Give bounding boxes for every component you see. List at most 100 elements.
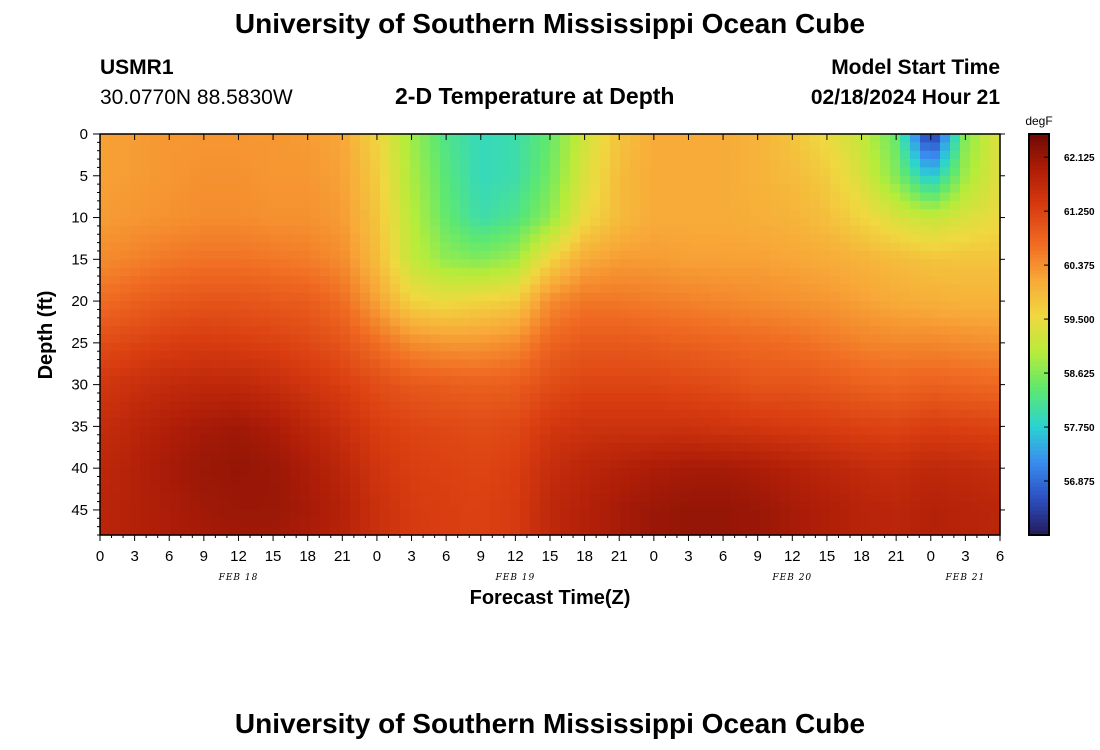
heat-cell	[570, 167, 581, 177]
heat-cell	[130, 301, 141, 311]
heat-cell	[560, 175, 571, 185]
heat-cell	[800, 484, 811, 494]
heat-cell	[160, 267, 171, 277]
heat-cell	[740, 192, 751, 202]
heat-cell	[100, 384, 111, 394]
heat-cell	[310, 484, 321, 494]
heat-cell	[890, 443, 901, 453]
heat-cell	[410, 209, 421, 219]
x-tick-label: 18	[853, 548, 870, 565]
heat-cell	[710, 409, 721, 419]
heat-cell	[500, 217, 511, 227]
heat-cell	[330, 225, 341, 235]
heat-cell	[770, 242, 781, 252]
colorbar-segment	[1029, 146, 1049, 151]
heat-cell	[760, 267, 771, 277]
heat-cell	[860, 200, 871, 210]
heat-cell	[530, 401, 541, 411]
heat-cell	[150, 267, 161, 277]
heat-cell	[560, 317, 571, 327]
heat-cell	[190, 376, 201, 386]
heat-cell	[620, 376, 631, 386]
heat-cell	[720, 518, 731, 528]
heat-cell	[110, 284, 121, 294]
heat-cell	[790, 526, 801, 536]
heat-cell	[580, 359, 591, 369]
colorbar-frame	[1028, 133, 1050, 536]
heat-cell	[340, 142, 351, 152]
heat-cell	[770, 284, 781, 294]
heat-cell	[460, 284, 471, 294]
heat-cell	[780, 493, 791, 503]
heat-cell	[720, 175, 731, 185]
heat-cell	[180, 484, 191, 494]
heat-cell	[120, 284, 131, 294]
heat-cell	[790, 217, 801, 227]
heat-cell	[640, 225, 651, 235]
heat-cell	[470, 484, 481, 494]
heat-cell	[820, 192, 831, 202]
heat-cell	[420, 150, 431, 160]
heat-cell	[690, 292, 701, 302]
heat-cell	[680, 443, 691, 453]
heat-cell	[700, 392, 711, 402]
heat-cell	[240, 192, 251, 202]
heat-cell	[700, 342, 711, 352]
heat-cell	[690, 493, 701, 503]
heat-cell	[700, 225, 711, 235]
heat-cell	[860, 234, 871, 244]
heat-cell	[590, 409, 601, 419]
heat-cell	[530, 192, 541, 202]
heat-cell	[640, 175, 651, 185]
heat-cell	[270, 326, 281, 336]
heat-cell	[190, 418, 201, 427]
heat-cell	[430, 351, 441, 361]
colorbar-segment	[1029, 242, 1049, 247]
heat-cell	[840, 192, 851, 202]
heat-cell	[590, 359, 601, 369]
heat-cell	[570, 443, 581, 453]
heat-cell	[400, 184, 411, 194]
heat-cell	[770, 134, 781, 143]
heat-cell	[250, 292, 261, 302]
heat-cell	[630, 401, 641, 411]
heat-cell	[280, 250, 291, 260]
heat-cell	[610, 150, 621, 160]
heat-cell	[690, 434, 701, 444]
heat-cell	[160, 326, 171, 336]
heat-cell	[460, 217, 471, 227]
heat-cell	[660, 518, 671, 528]
heat-cell	[260, 234, 271, 244]
heat-cell	[140, 501, 151, 511]
heat-cell	[740, 526, 751, 536]
heat-cell	[470, 359, 481, 369]
heat-cell	[830, 509, 841, 519]
heat-cell	[740, 276, 751, 285]
heat-cell	[950, 242, 961, 252]
heat-cell	[560, 259, 571, 269]
heat-cell	[510, 426, 521, 436]
heat-cell	[290, 142, 301, 152]
colorbar-segment	[1029, 446, 1049, 452]
heat-cell	[960, 225, 971, 235]
heat-cell	[800, 276, 811, 285]
heat-cell	[660, 459, 671, 469]
heat-cell	[950, 259, 961, 269]
heat-cell	[680, 292, 691, 302]
heat-cell	[650, 443, 661, 453]
heat-cell	[340, 434, 351, 444]
heat-cell	[420, 526, 431, 536]
heat-cell	[820, 209, 831, 219]
heat-cell	[450, 267, 461, 277]
heat-cell	[540, 276, 551, 285]
heat-cell	[240, 518, 251, 528]
heat-cell	[770, 459, 781, 469]
heat-cell	[810, 225, 821, 235]
heat-cell	[660, 184, 671, 194]
heat-cell	[790, 451, 801, 461]
heat-cell	[880, 317, 891, 327]
heat-cell	[470, 225, 481, 235]
heat-cell	[520, 276, 531, 285]
heat-cell	[160, 167, 171, 177]
heat-cell	[290, 434, 301, 444]
